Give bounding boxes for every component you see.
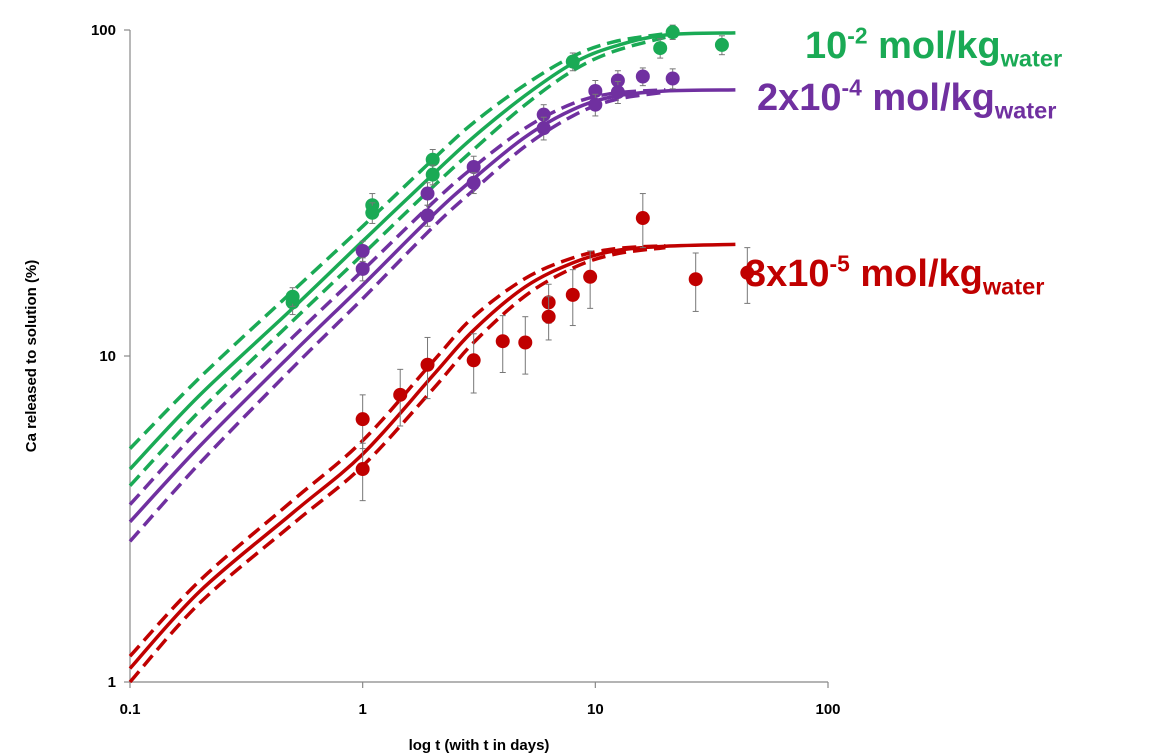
plot-area [128,24,755,684]
data-point [466,353,481,368]
data-point [665,25,680,40]
series-label-unit: mol/kg [868,25,1001,67]
data-point [688,272,703,287]
model-line [128,242,736,670]
data-point [610,73,625,88]
series-group [128,193,755,684]
x-tick-label: 10 [587,701,604,718]
y-tick-label: 100 [91,22,116,39]
series-label: 2x10-4 mol/kgwater [757,75,1056,124]
series-group [128,67,736,543]
series-label: 3x10-5 mol/kgwater [745,251,1044,300]
series-label-subscript: water [982,273,1045,299]
data-point [355,412,370,427]
data-point [466,175,481,190]
y-tick-label: 1 [108,674,116,691]
series-label-subscript: water [1000,45,1063,71]
data-point [565,287,580,302]
data-point [583,269,598,284]
data-point [635,211,650,226]
model-upper-dashed-line [128,88,666,506]
data-point [425,152,440,167]
data-point [365,205,380,220]
model-line [128,31,736,471]
data-point [714,37,729,52]
data-point [536,121,551,136]
x-tick-label: 0.1 [120,701,141,718]
data-point [420,357,435,372]
model-lower-dashed-line [128,90,666,543]
model-upper-dashed-line [128,31,666,450]
series-label-superscript: -2 [847,23,867,49]
series-label-superscript: -4 [842,75,863,101]
series-label-superscript: -5 [830,251,851,277]
series-label: 10-2 mol/kgwater [805,23,1062,72]
data-point [466,159,481,174]
y-tick-label: 10 [99,348,116,365]
series-label-unit: mol/kg [850,253,983,295]
x-tick-label: 1 [358,701,366,718]
series-group [128,24,736,487]
data-point [665,71,680,86]
data-point [285,289,300,304]
data-point [495,334,510,349]
x-tick-label: 100 [815,701,840,718]
data-point [420,208,435,223]
data-point [635,69,650,84]
data-point [425,167,440,182]
data-point [355,261,370,276]
model-lower-dashed-line [128,35,666,487]
data-point [565,54,580,69]
model-lower-dashed-line [128,245,666,684]
data-point [740,265,755,280]
data-point [536,107,551,122]
data-point [518,335,533,350]
series-label-base: 2x10 [757,77,842,119]
data-point [355,243,370,258]
series-label-subscript: water [994,97,1057,123]
y-axis-title: Ca released to solution (%) [23,260,40,453]
data-point [393,387,408,402]
x-axis-title: log t (with t in days) [409,737,550,754]
series-label-base: 3x10 [745,253,830,295]
data-point [355,462,370,477]
data-point [588,97,603,112]
data-point [541,309,556,324]
data-point [610,85,625,100]
data-point [420,186,435,201]
data-point [653,41,668,56]
data-point [588,83,603,98]
series-label-unit: mol/kg [862,77,995,119]
series-label-base: 10 [805,25,847,67]
